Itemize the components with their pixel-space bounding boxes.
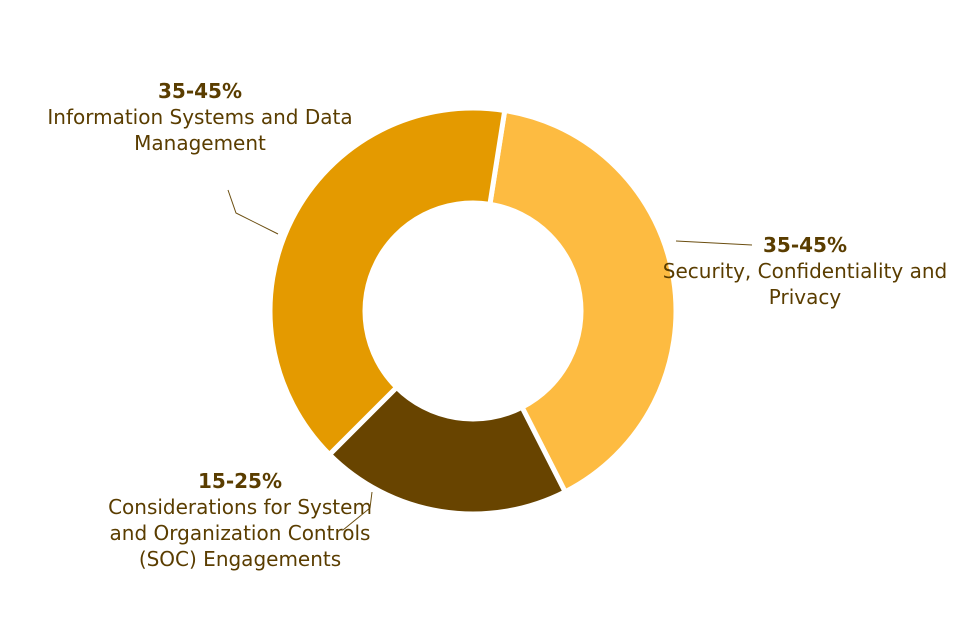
slice-label-security: 35-45% Security, Confidentiality and Pri…: [660, 232, 950, 310]
slice-label-information-systems: 35-45% Information Systems and Data Mana…: [40, 78, 360, 156]
slice-range: 15-25%: [197, 469, 282, 493]
slice-name: Information Systems and Data Management: [47, 105, 353, 155]
slice-information-systems: [267, 105, 508, 459]
slice-name: Considerations for System and Organizati…: [108, 495, 372, 571]
leader-line-soc-engagements: [342, 491, 373, 531]
slice-label-soc-engagements: 15-25% Considerations for System and Org…: [90, 468, 390, 572]
leader-line-information-systems: [227, 189, 279, 235]
slice-soc-engagements: [325, 383, 569, 517]
slice-security: [487, 107, 679, 496]
slice-range: 35-45%: [157, 79, 242, 103]
leader-line-security: [675, 240, 753, 246]
slice-name: Security, Confidentiality and Privacy: [662, 259, 948, 309]
slice-range: 35-45%: [762, 233, 847, 257]
